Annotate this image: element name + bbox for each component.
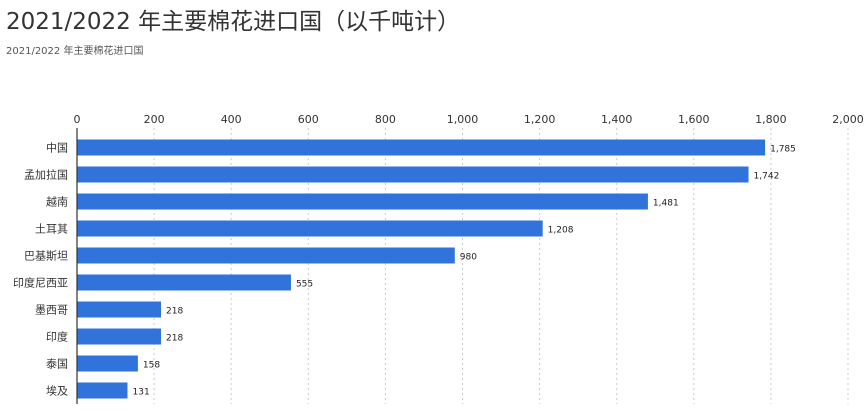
data-label: 1,481 bbox=[653, 199, 679, 209]
category-label: 墨西哥 bbox=[35, 304, 68, 317]
data-label: 218 bbox=[166, 307, 183, 317]
bar bbox=[77, 193, 648, 210]
bar bbox=[77, 328, 162, 345]
data-label: 1,742 bbox=[754, 172, 780, 182]
data-label: 980 bbox=[460, 253, 477, 263]
category-label: 印度尼西亚 bbox=[13, 276, 68, 290]
category-label: 泰国 bbox=[46, 357, 68, 371]
data-label: 218 bbox=[166, 334, 183, 344]
bar bbox=[77, 139, 766, 156]
x-tick-label: 800 bbox=[375, 113, 396, 126]
x-tick-label: 1,200 bbox=[524, 113, 556, 126]
x-tick-label: 1,600 bbox=[678, 113, 710, 126]
x-tick-label: 1,000 bbox=[447, 113, 479, 126]
bar bbox=[77, 274, 291, 291]
x-tick-label: 400 bbox=[221, 113, 242, 126]
bar bbox=[77, 220, 543, 237]
bar bbox=[77, 301, 162, 318]
category-label: 土耳其 bbox=[35, 223, 68, 236]
category-label: 越南 bbox=[46, 195, 68, 209]
data-label: 1,785 bbox=[770, 145, 796, 155]
category-label: 孟加拉国 bbox=[24, 168, 68, 182]
x-tick-label: 200 bbox=[144, 113, 165, 126]
x-tick-label: 600 bbox=[298, 113, 319, 126]
category-label: 埃及 bbox=[46, 384, 68, 398]
x-tick-label: 0 bbox=[74, 113, 81, 126]
bar bbox=[77, 166, 749, 183]
x-tick-label: 1,800 bbox=[755, 113, 787, 126]
data-label: 158 bbox=[143, 361, 160, 371]
category-label: 中国 bbox=[46, 142, 68, 155]
bar bbox=[77, 247, 455, 264]
bar bbox=[77, 355, 138, 372]
chart-subtitle: 2021/2022 年主要棉花进口国 bbox=[6, 46, 144, 57]
data-label: 555 bbox=[296, 280, 313, 290]
data-label: 1,208 bbox=[548, 226, 574, 236]
x-tick-label: 1,400 bbox=[601, 113, 633, 126]
bar bbox=[77, 382, 128, 399]
x-tick-label: 2,000 bbox=[832, 113, 864, 126]
chart-title: 2021/2022 年主要棉花进口国（以千吨计） bbox=[6, 9, 461, 35]
category-label: 印度 bbox=[46, 330, 68, 344]
category-label: 巴基斯坦 bbox=[24, 249, 68, 263]
data-label: 131 bbox=[133, 388, 150, 398]
